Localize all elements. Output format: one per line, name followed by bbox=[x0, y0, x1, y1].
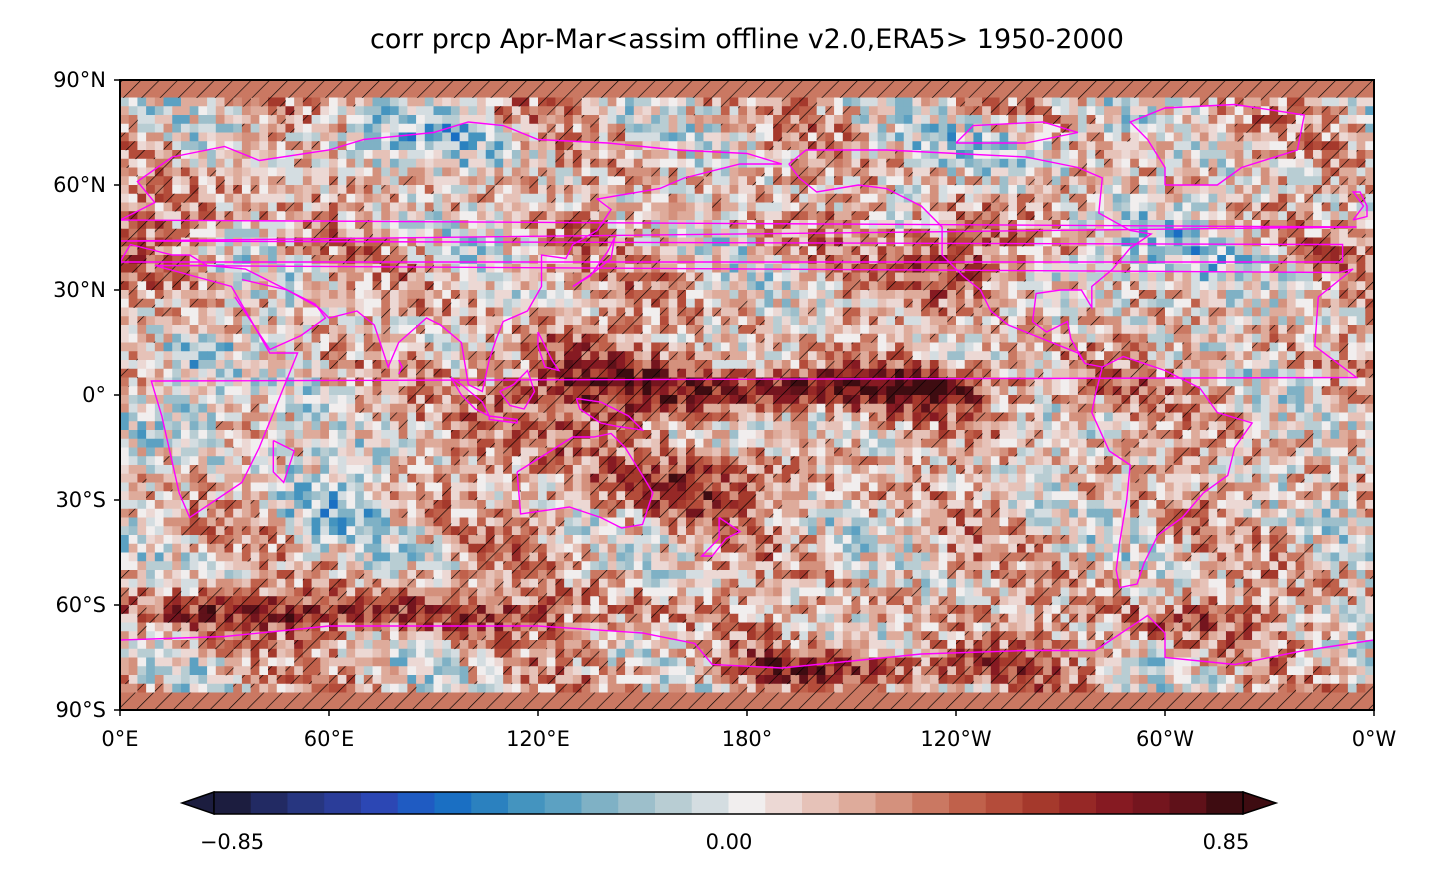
lon-tick-label: 120°E bbox=[506, 727, 570, 751]
coastline-18 bbox=[120, 614, 1374, 669]
colorbar-swatch bbox=[397, 792, 435, 814]
colorbar-max-extend bbox=[1242, 790, 1279, 816]
longitude-ticks: 0°E 60°E 120°E 180° 120°W 60°W 0°W bbox=[101, 710, 1397, 751]
lat-tick-label: 60°S bbox=[55, 593, 106, 617]
colorbar-swatch bbox=[985, 792, 1023, 814]
colorbar-min-extend bbox=[179, 790, 215, 816]
colorbar-swatch bbox=[214, 792, 252, 814]
colorbar-swatch bbox=[434, 792, 472, 814]
coastline-15 bbox=[1091, 355, 1254, 589]
colorbar-swatch bbox=[912, 792, 950, 814]
colorbar-swatch bbox=[1096, 792, 1134, 814]
coastline-9 bbox=[537, 331, 561, 372]
colorbar-swatch bbox=[1206, 792, 1244, 814]
coastline-7 bbox=[488, 415, 518, 424]
lon-tick-label: 60°W bbox=[1136, 727, 1194, 751]
lat-tick-label: 90°N bbox=[53, 68, 106, 92]
colorbar-swatch bbox=[361, 792, 399, 814]
colorbar-swatch bbox=[618, 792, 656, 814]
colorbar-swatch bbox=[1022, 792, 1060, 814]
colorbar-frame bbox=[213, 791, 1244, 815]
coastline-3 bbox=[398, 359, 403, 375]
coastline-4 bbox=[572, 237, 616, 288]
coastline-13 bbox=[1128, 103, 1306, 186]
coastline-16 bbox=[1351, 191, 1368, 221]
lon-tick-label: 0°W bbox=[1352, 727, 1397, 751]
lon-tick-label: 0°E bbox=[101, 727, 138, 751]
coastline-8 bbox=[575, 397, 645, 431]
coastline-17 bbox=[272, 439, 296, 484]
latitude-ticks: 90°N 60°N 30°N 0° 30°S 60°S 90°S bbox=[53, 68, 120, 722]
colorbar-swatch bbox=[655, 792, 693, 814]
lat-tick-label: 90°S bbox=[55, 698, 106, 722]
colorbar-labels: −0.85 0.00 0.85 bbox=[200, 830, 1250, 854]
coastline-12 bbox=[788, 149, 1153, 368]
lon-tick-label: 60°E bbox=[304, 727, 355, 751]
lat-tick-label: 60°N bbox=[53, 173, 106, 197]
colorbar-swatch bbox=[875, 792, 913, 814]
colorbar-swatch bbox=[838, 792, 876, 814]
colorbar bbox=[179, 790, 1279, 816]
colorbar-swatch bbox=[544, 792, 582, 814]
lat-tick-label: 0° bbox=[82, 383, 106, 407]
lon-tick-label: 120°W bbox=[920, 727, 992, 751]
colorbar-tick-label: 0.00 bbox=[706, 830, 753, 854]
colorbar-tick-label: −0.85 bbox=[200, 830, 264, 854]
colorbar-swatch bbox=[949, 792, 987, 814]
colorbar-swatch bbox=[1132, 792, 1170, 814]
colorbar-swatch bbox=[1169, 792, 1207, 814]
coastline-2 bbox=[234, 278, 327, 351]
lat-tick-label: 30°N bbox=[53, 278, 106, 302]
colorbar-swatch bbox=[471, 792, 509, 814]
lon-tick-label: 180° bbox=[722, 727, 773, 751]
colorbar-swatch bbox=[250, 792, 288, 814]
colorbar-swatch bbox=[287, 792, 325, 814]
colorbar-swatch bbox=[1059, 792, 1097, 814]
colorbar-swatch bbox=[324, 792, 362, 814]
coastline-5 bbox=[499, 369, 536, 410]
coastlines bbox=[120, 103, 1374, 669]
lat-tick-label: 30°S bbox=[55, 488, 106, 512]
coastline-10 bbox=[516, 432, 654, 529]
significance-hatching bbox=[120, 80, 1374, 710]
colorbar-swatch bbox=[728, 792, 766, 814]
coastline-1 bbox=[120, 121, 1357, 393]
colorbar-swatch bbox=[802, 792, 840, 814]
colorbar-tick-label: 0.85 bbox=[1203, 830, 1250, 854]
coastline-14 bbox=[955, 121, 1079, 144]
colorbar-swatch bbox=[691, 792, 729, 814]
coastline-11 bbox=[700, 516, 742, 557]
colorbar-swatch bbox=[581, 792, 619, 814]
map-title: corr prcp Apr-Mar<assim offline v2.0,ERA… bbox=[370, 24, 1124, 55]
colorbar-swatch bbox=[508, 792, 546, 814]
colorbar-swatch bbox=[765, 792, 803, 814]
